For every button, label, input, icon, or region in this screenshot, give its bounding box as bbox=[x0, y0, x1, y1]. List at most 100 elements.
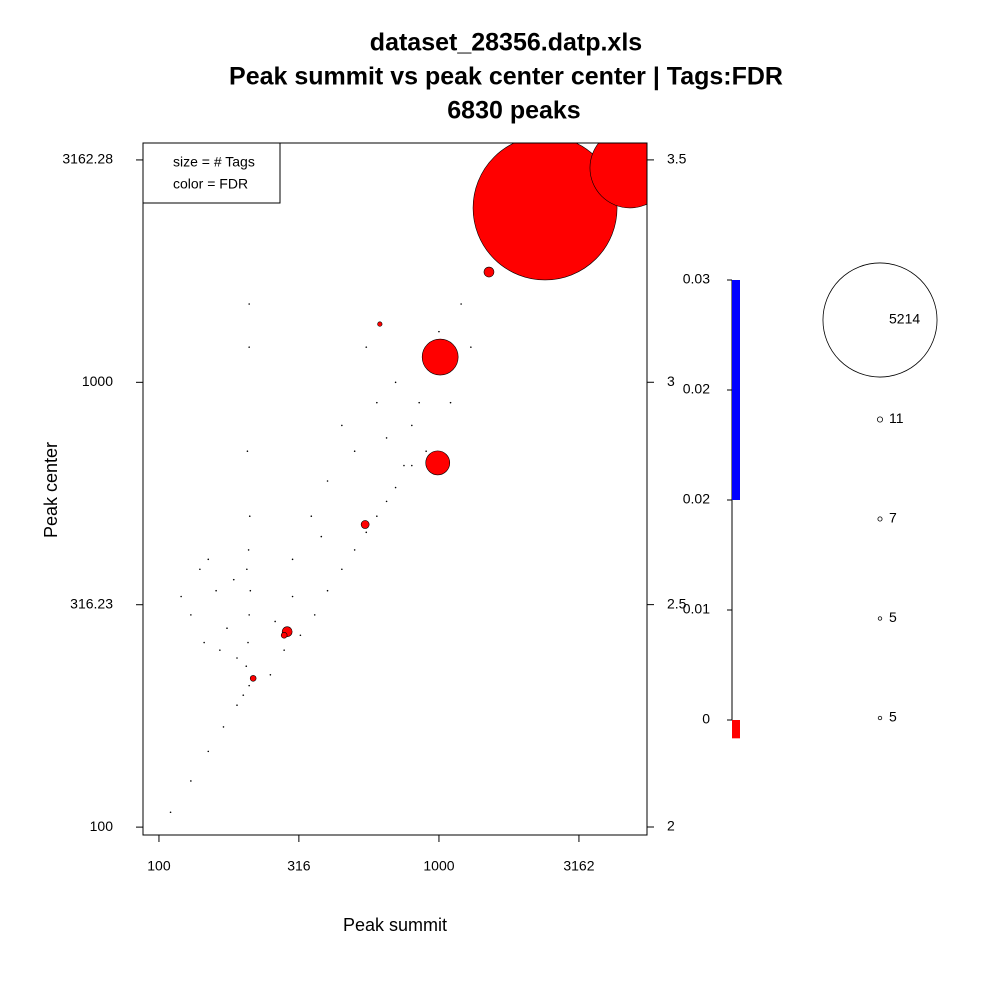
size-legend-circle bbox=[877, 516, 883, 522]
y-tick-label: 100 bbox=[90, 818, 114, 834]
size-legend-label: 7 bbox=[889, 510, 897, 526]
point bbox=[215, 589, 217, 592]
point bbox=[246, 568, 248, 571]
point bbox=[245, 665, 248, 668]
size-legend-label: 5 bbox=[889, 609, 897, 625]
point bbox=[291, 558, 294, 561]
legend-text: size = # Tags bbox=[173, 154, 255, 170]
point bbox=[280, 631, 288, 639]
point bbox=[483, 266, 495, 278]
y-tick-label: 1000 bbox=[82, 373, 113, 389]
point bbox=[190, 614, 192, 616]
point bbox=[219, 649, 221, 651]
point bbox=[376, 515, 378, 518]
point bbox=[203, 641, 205, 644]
colorbar-segment bbox=[732, 720, 740, 739]
point bbox=[438, 330, 440, 333]
point bbox=[313, 614, 316, 616]
annotation: 6830 peaks bbox=[447, 97, 580, 125]
point bbox=[394, 486, 397, 489]
point bbox=[248, 303, 250, 305]
y-axis-label: Peak center bbox=[41, 442, 61, 538]
x-tick-label: 1000 bbox=[423, 858, 454, 874]
colorbar-tick-label: 0.03 bbox=[683, 271, 710, 287]
point bbox=[274, 620, 276, 623]
point bbox=[190, 780, 192, 782]
point bbox=[199, 568, 201, 571]
point bbox=[425, 450, 427, 453]
colorbar-tick-label: 0.02 bbox=[683, 381, 710, 397]
point bbox=[376, 401, 378, 404]
y2-tick-label: 2 bbox=[667, 818, 675, 834]
point bbox=[394, 381, 397, 384]
point bbox=[421, 338, 459, 376]
x-tick-label: 100 bbox=[147, 858, 171, 874]
y2-tick-label: 3 bbox=[667, 373, 675, 389]
point bbox=[472, 143, 618, 281]
size-legend-label: 5 bbox=[889, 709, 897, 725]
size-legend-circle bbox=[822, 262, 938, 378]
point bbox=[283, 649, 285, 651]
x-tick-label: 3162 bbox=[563, 858, 594, 874]
colorbar-tick-label: 0 bbox=[702, 711, 710, 727]
point bbox=[360, 520, 370, 529]
x-axis-label: Peak summit bbox=[343, 915, 447, 935]
point bbox=[299, 634, 302, 637]
point bbox=[385, 500, 388, 503]
point bbox=[411, 424, 413, 427]
point bbox=[169, 811, 172, 814]
point bbox=[310, 515, 313, 518]
point bbox=[236, 704, 238, 706]
point bbox=[425, 450, 451, 476]
point bbox=[341, 424, 343, 427]
size-legend-label: 11 bbox=[889, 410, 904, 426]
point bbox=[249, 589, 252, 592]
plot-area bbox=[169, 143, 647, 814]
legend-text: color = FDR bbox=[173, 176, 248, 192]
y-tick-label: 316.23 bbox=[70, 595, 113, 611]
point bbox=[320, 535, 323, 538]
point bbox=[411, 464, 413, 467]
y2-tick-label: 2.5 bbox=[667, 595, 687, 611]
point bbox=[226, 627, 228, 630]
point bbox=[248, 614, 250, 616]
point bbox=[249, 675, 257, 682]
size-legend-circle bbox=[877, 616, 883, 621]
point bbox=[449, 401, 452, 404]
point bbox=[207, 750, 210, 753]
point bbox=[222, 726, 225, 728]
point bbox=[247, 549, 250, 551]
point bbox=[248, 346, 250, 348]
point bbox=[365, 346, 368, 348]
point bbox=[418, 401, 420, 404]
point bbox=[470, 346, 472, 348]
point bbox=[460, 303, 462, 305]
point bbox=[326, 589, 329, 592]
point bbox=[232, 578, 235, 581]
legend-box bbox=[142, 142, 281, 204]
colorbar-segment bbox=[732, 280, 740, 500]
point bbox=[403, 464, 405, 467]
y2-tick-label: 3.5 bbox=[667, 151, 687, 167]
plot-frame bbox=[142, 142, 648, 836]
size-legend bbox=[822, 262, 938, 721]
point bbox=[248, 684, 250, 687]
point bbox=[353, 549, 356, 551]
chart-title: dataset_28356.datp.xls bbox=[370, 29, 642, 57]
point bbox=[365, 531, 368, 534]
size-legend-circle bbox=[877, 715, 883, 721]
point bbox=[246, 450, 249, 453]
point bbox=[341, 568, 343, 571]
size-legend-label: 5214 bbox=[889, 311, 920, 327]
point bbox=[377, 321, 383, 327]
colorbar-tick-label: 0.02 bbox=[683, 491, 710, 507]
x-tick-label: 316 bbox=[287, 858, 311, 874]
point bbox=[180, 595, 182, 598]
colorbar-tick-label: 0.01 bbox=[683, 601, 710, 617]
point bbox=[326, 480, 329, 482]
point bbox=[207, 558, 210, 561]
point bbox=[353, 450, 356, 453]
y-tick-label: 3162.28 bbox=[62, 151, 113, 167]
chart-subtitle: Peak summit vs peak center center | Tags… bbox=[229, 63, 783, 91]
